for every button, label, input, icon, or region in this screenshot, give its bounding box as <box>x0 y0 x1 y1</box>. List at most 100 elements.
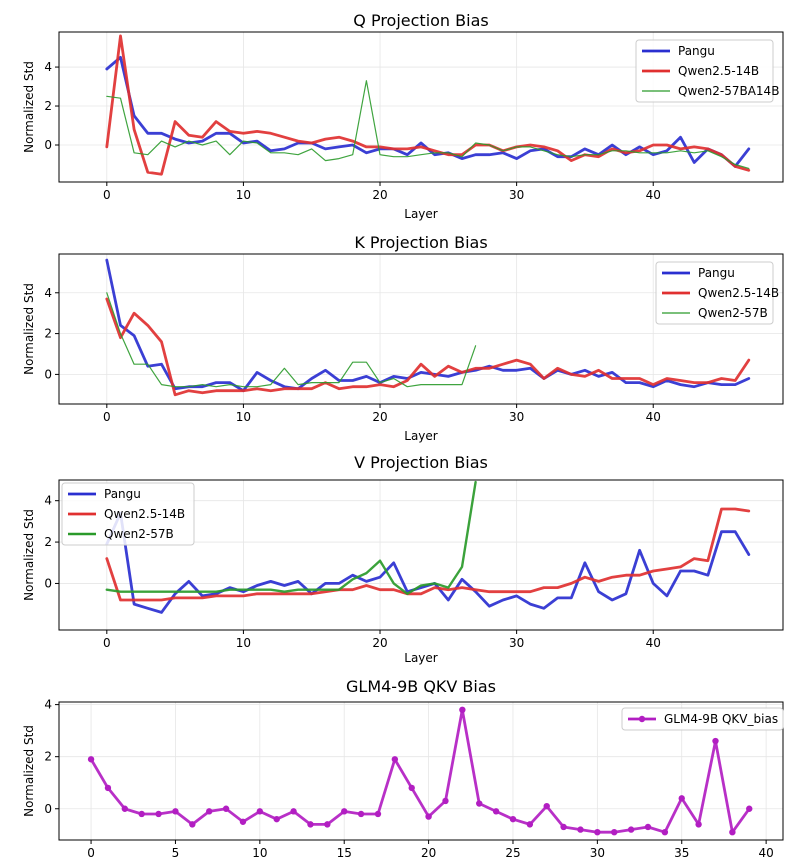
chart-2: 0 10 20 30 40 0 2 4 K Projection Bias Layer Normal… <box>22 233 784 443</box>
series-point <box>104 784 112 792</box>
series-point <box>661 828 669 836</box>
legend: Pangu Qwen2.5-14B Qwen2-57B <box>61 482 195 546</box>
chart-1: 0 10 20 30 40 0 2 4 Q Projection Bias Layer Normal… <box>22 11 784 221</box>
series-point <box>695 821 702 828</box>
series-line-3 <box>106 80 750 169</box>
series-point <box>543 802 550 810</box>
series-point <box>307 821 314 828</box>
x-tick-label: 0 <box>103 188 111 202</box>
chart-4: 0 5 10 15 20 25 30 35 40 0 2 4 GLM4-9B QKV Bias Norma… <box>22 677 784 860</box>
legend-label: Qwen2.5-14B <box>104 507 185 521</box>
y-tick-label: 0 <box>44 802 52 816</box>
series-point <box>408 784 415 792</box>
legend-label: Qwen2.5-14B <box>698 286 779 300</box>
y-tick-label: 2 <box>44 327 52 341</box>
x-tick-label: 25 <box>505 846 520 860</box>
legend: Pangu Qwen2.5-14B Qwen2-57BA14B <box>635 39 779 103</box>
series-point <box>290 808 297 815</box>
plot-frame <box>58 253 784 405</box>
legend: GLM4-9B QKV_bias <box>621 707 784 731</box>
y-tick-label: 0 <box>44 367 52 381</box>
series-point <box>172 808 179 815</box>
x-tick-label: 10 <box>236 188 251 202</box>
x-tick-label: 30 <box>509 636 524 650</box>
chart-title: V Projection Bias <box>354 453 488 472</box>
y-axis-label: Normalized Std <box>22 61 36 153</box>
series-point <box>594 828 601 836</box>
series-point <box>611 828 618 836</box>
y-tick-label: 4 <box>44 286 52 300</box>
series-point <box>627 826 635 833</box>
series-point <box>678 795 685 802</box>
x-tick-label: 40 <box>646 410 661 424</box>
legend-box <box>655 261 774 325</box>
series-point <box>341 808 348 815</box>
legend-box <box>635 39 774 103</box>
series-point <box>526 821 534 828</box>
legend-label: GLM4-9B QKV_bias <box>664 712 778 726</box>
y-tick-label: 2 <box>44 535 52 549</box>
series-point <box>425 813 432 820</box>
series-point <box>729 828 736 836</box>
legend-label: Qwen2-57B <box>104 527 174 541</box>
series-point <box>459 706 466 714</box>
x-tick-label: 0 <box>103 410 111 424</box>
series-point <box>357 810 365 818</box>
x-tick-label: 40 <box>646 636 661 650</box>
x-tick-label: 15 <box>337 846 352 860</box>
x-tick-label: 0 <box>87 846 95 860</box>
y-tick-label: 0 <box>44 138 52 152</box>
series-point <box>121 805 129 812</box>
series-point <box>256 808 264 815</box>
x-axis-label: Layer <box>404 207 438 221</box>
y-tick-label: 4 <box>44 60 52 74</box>
chart-3: 0 10 20 30 40 0 2 4 V Projection Bias Layer Normal… <box>22 453 784 665</box>
plot-frame <box>58 479 784 631</box>
y-axis-label: Normalized Std <box>22 283 36 375</box>
series-point <box>746 805 753 812</box>
y-tick-label: 2 <box>44 750 52 764</box>
legend-label: Pangu <box>698 266 735 280</box>
plot-frame <box>58 31 784 183</box>
series-point <box>577 826 584 833</box>
legend-label: Pangu <box>104 487 141 501</box>
y-tick-label: 2 <box>44 99 52 113</box>
y-tick-label: 0 <box>44 576 52 590</box>
series-point <box>189 821 196 828</box>
x-axis-label: Layer <box>404 651 438 665</box>
x-tick-label: 30 <box>509 410 524 424</box>
series-point <box>273 815 280 823</box>
x-tick-label: 40 <box>758 846 773 860</box>
series-point <box>476 800 483 807</box>
legend-box <box>621 707 784 731</box>
x-tick-label: 30 <box>509 188 524 202</box>
series-point <box>712 737 719 745</box>
series-point <box>138 810 145 818</box>
series-point <box>324 821 331 828</box>
legend-box <box>61 482 195 546</box>
series-line-2 <box>105 297 751 397</box>
series-point <box>222 805 230 812</box>
x-tick-label: 35 <box>674 846 689 860</box>
x-tick-label: 40 <box>646 188 661 202</box>
series-point <box>155 810 162 818</box>
chart-title: K Projection Bias <box>354 233 487 252</box>
series-line-1 <box>89 708 751 834</box>
series-point <box>391 756 399 763</box>
series-line-2 <box>105 34 751 176</box>
series-point <box>374 810 382 818</box>
series-line-1 <box>105 258 751 393</box>
series-point <box>87 756 95 763</box>
x-tick-label: 20 <box>372 188 387 202</box>
series-point <box>442 797 449 805</box>
chart-title: Q Projection Bias <box>353 11 488 30</box>
legend-label: Qwen2.5-14B <box>678 64 759 78</box>
y-tick-label: 4 <box>44 698 52 712</box>
x-tick-label: 0 <box>103 636 111 650</box>
series-line-2 <box>105 507 751 602</box>
x-tick-label: 10 <box>236 410 251 424</box>
legend: Pangu Qwen2.5-14B Qwen2-57B <box>655 261 779 325</box>
x-axis-label: Layer <box>404 429 438 443</box>
x-tick-label: 10 <box>252 846 267 860</box>
